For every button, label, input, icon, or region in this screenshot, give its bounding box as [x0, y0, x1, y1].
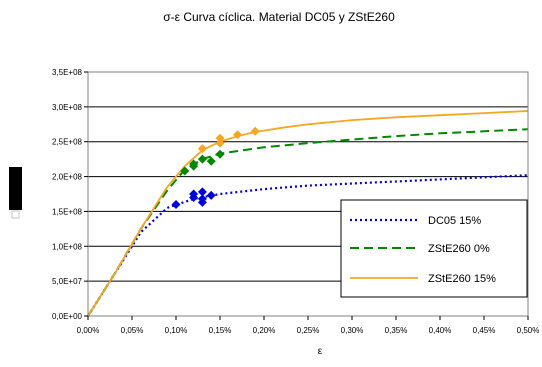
- x-tick-label: 0,35%: [385, 326, 408, 335]
- y-axis-ticks: 0,0E+00 5,0E+07 1,0E+08 1,5E+08 2,0E+08 2,5E+…: [52, 68, 88, 321]
- data-point-marker: [197, 187, 207, 197]
- data-point-marker: [206, 190, 216, 200]
- data-point-marker: [215, 149, 225, 159]
- data-point-marker: [215, 138, 225, 148]
- x-tick-label: 0,10%: [165, 326, 188, 335]
- x-tick-label: 0,20%: [253, 326, 276, 335]
- y-tick-label: 1,5E+08: [52, 207, 83, 216]
- legend-label: DC05 15%: [428, 215, 481, 227]
- x-tick-label: 0,25%: [297, 326, 320, 335]
- x-axis-label: ε: [318, 346, 323, 357]
- x-tick-label: 0,30%: [341, 326, 364, 335]
- data-point-marker: [197, 144, 207, 154]
- legend-label: ZStE260 0%: [428, 243, 490, 255]
- data-point-marker: [206, 156, 216, 166]
- x-tick-label: 0,50%: [517, 326, 540, 335]
- x-tick-label: 0,45%: [473, 326, 496, 335]
- y-axis-label-block: [9, 167, 22, 210]
- y-axis-label-small-box: [11, 210, 20, 219]
- series-markers: [171, 126, 260, 209]
- chart-title: σ-ε Curva cíclica. Material DC05 y ZStE2…: [163, 10, 395, 24]
- series-line-2: [87, 110, 529, 317]
- x-tick-label: 0,00%: [77, 326, 100, 335]
- data-point-marker: [171, 199, 181, 209]
- data-point-marker: [180, 166, 190, 176]
- y-tick-label: 3,0E+08: [52, 103, 83, 112]
- legend: DC05 15% ZStE260 0% ZStE260 15%: [340, 199, 528, 298]
- data-point-marker: [197, 197, 207, 207]
- y-tick-label: 2,5E+08: [52, 138, 83, 147]
- data-point-marker: [197, 154, 207, 164]
- y-tick-label: 1,0E+08: [52, 242, 83, 251]
- data-point-marker: [215, 133, 225, 143]
- x-tick-label: 0,05%: [121, 326, 144, 335]
- x-axis-ticks: 0,00% 0,05% 0,10% 0,15% 0,20% 0,25% 0,30% 0,35%…: [77, 316, 540, 335]
- x-tick-label: 0,40%: [429, 326, 452, 335]
- y-tick-label: 0,0E+00: [52, 312, 83, 321]
- data-point-marker: [189, 161, 199, 171]
- data-point-marker: [250, 126, 260, 136]
- y-tick-label: 3,5E+08: [52, 68, 83, 77]
- x-tick-label: 0,15%: [209, 326, 232, 335]
- series-line-1: [87, 128, 529, 317]
- y-tick-label: 2,0E+08: [52, 173, 83, 182]
- legend-label: ZStE260 15%: [428, 273, 496, 285]
- y-tick-label: 5,0E+07: [52, 277, 83, 286]
- data-point-marker: [189, 189, 199, 199]
- series-lines: [87, 110, 529, 317]
- series-line-0: [87, 174, 529, 317]
- data-point-marker: [233, 130, 243, 140]
